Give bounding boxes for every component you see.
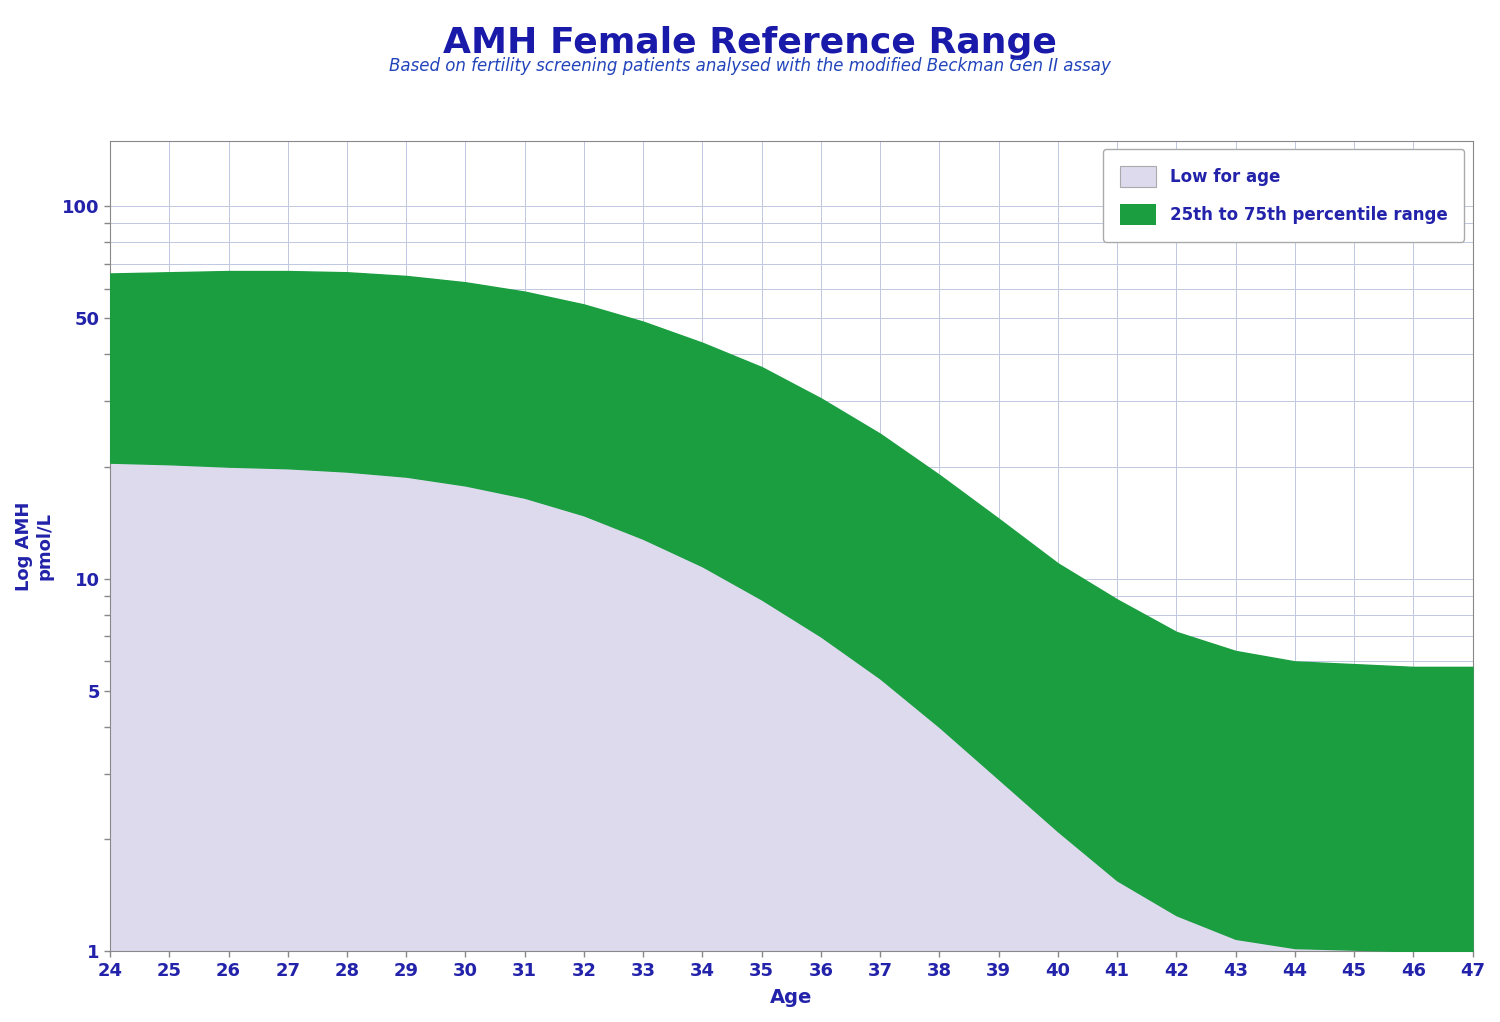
X-axis label: Age: Age xyxy=(770,988,813,1007)
Y-axis label: Log AMH
pmol/L: Log AMH pmol/L xyxy=(15,501,54,591)
Text: AMH Female Reference Range: AMH Female Reference Range xyxy=(442,26,1058,59)
Legend: Low for age, 25th to 75th percentile range: Low for age, 25th to 75th percentile ran… xyxy=(1102,149,1464,242)
Text: Based on fertility screening patients analysed with the modified Beckman Gen II : Based on fertility screening patients an… xyxy=(388,57,1112,76)
